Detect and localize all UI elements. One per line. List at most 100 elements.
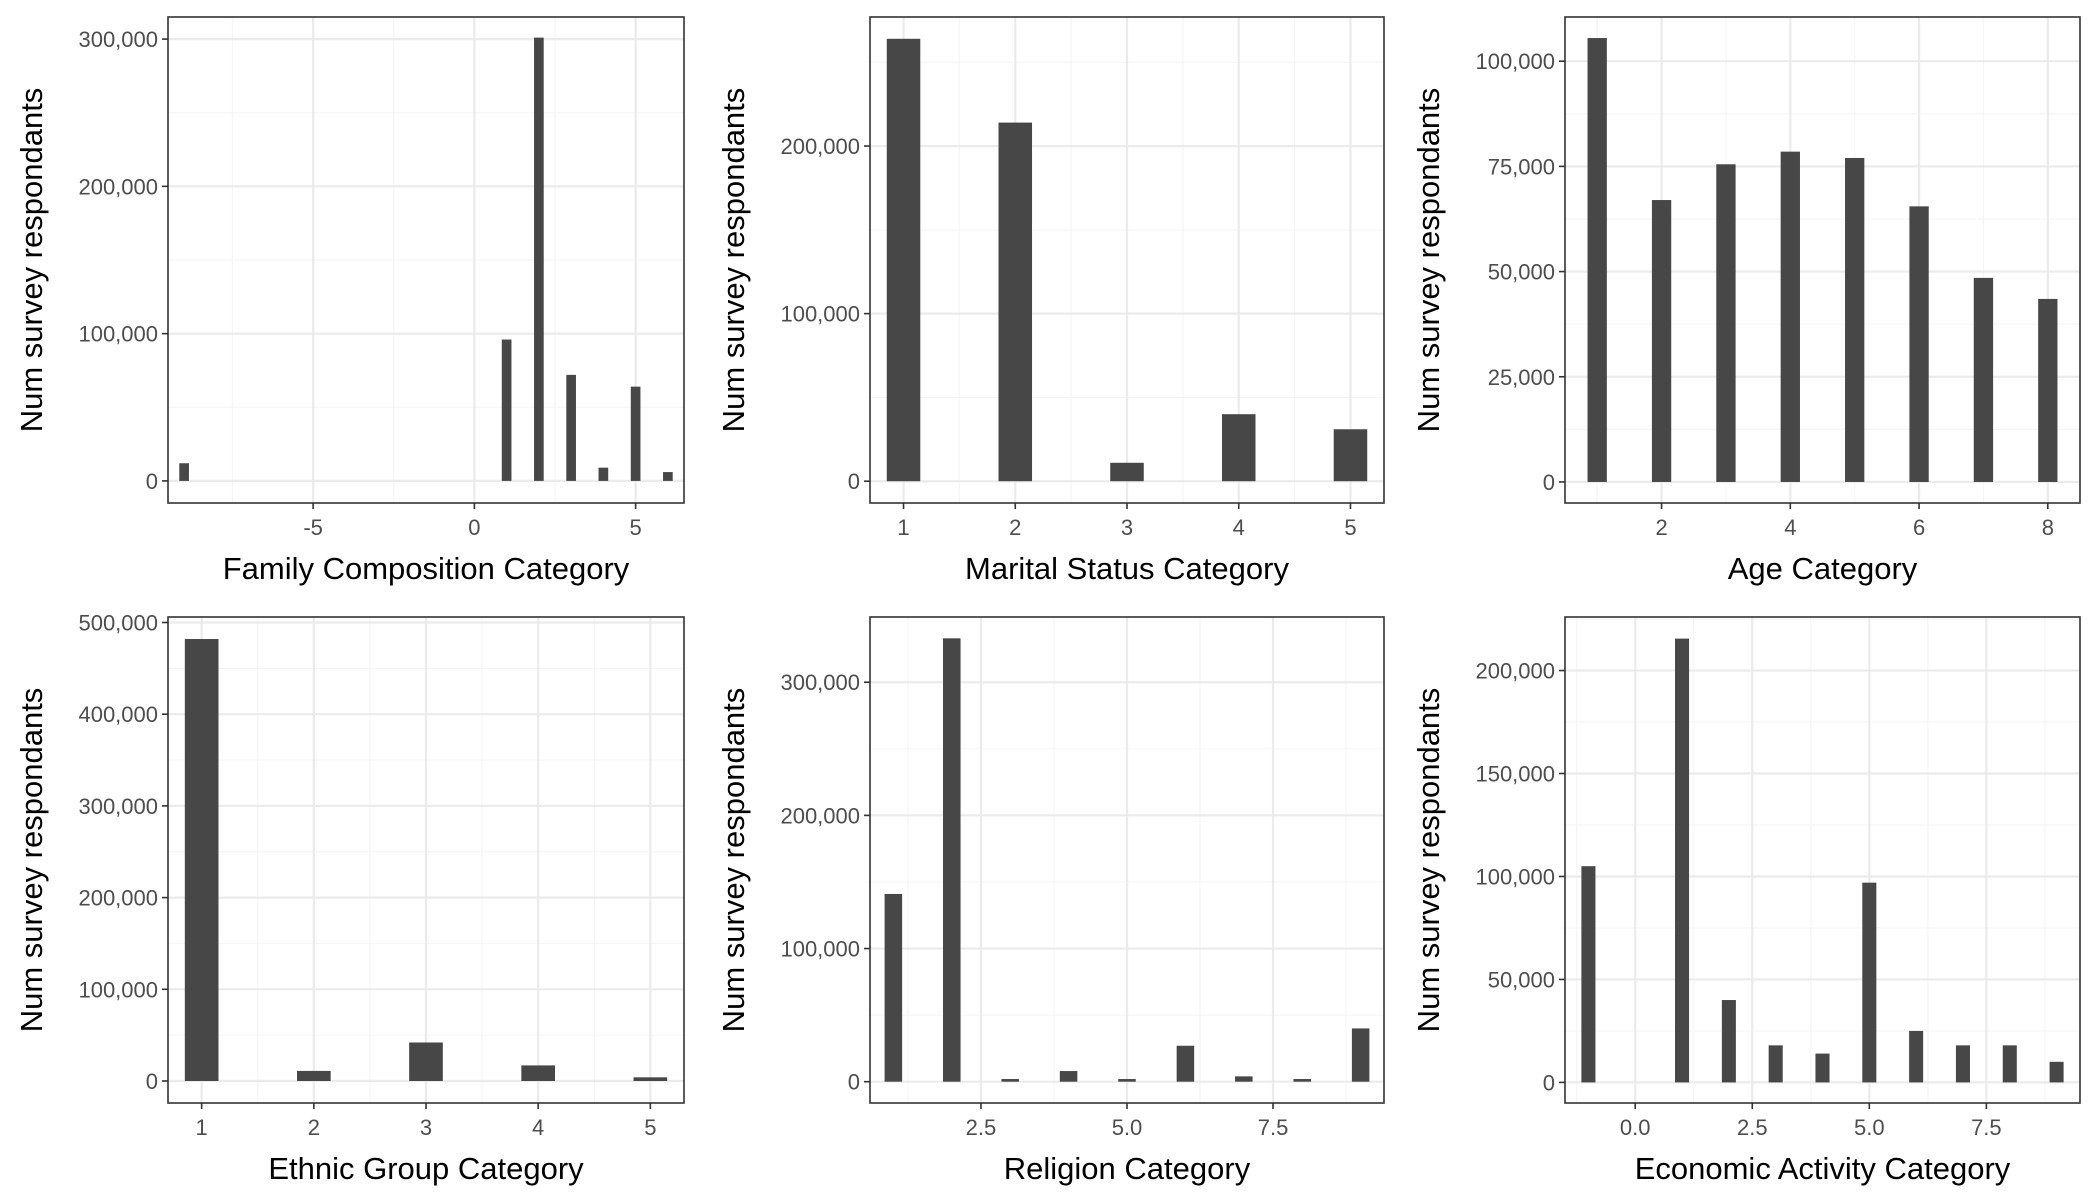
bar	[884, 893, 903, 1082]
bar	[1909, 1030, 1924, 1083]
x-tick-label: -5	[303, 515, 323, 540]
bar	[1110, 462, 1144, 482]
bar	[630, 386, 641, 481]
x-axis-title: Economic Activity Category	[1635, 1151, 2011, 1186]
bar	[1845, 157, 1865, 482]
panel-border	[1564, 16, 2081, 504]
y-tick-label: 200,000	[1475, 659, 1555, 684]
bar	[184, 639, 219, 1081]
y-tick-label: 50,000	[1488, 967, 1555, 992]
bar	[1176, 1045, 1195, 1082]
bar	[2049, 1061, 2064, 1083]
bar	[1768, 1045, 1783, 1083]
y-tick-label: 100,000	[780, 937, 860, 962]
bar	[598, 467, 609, 481]
y-tick-label: 300,000	[78, 794, 158, 819]
bar	[1581, 866, 1596, 1083]
y-tick-label: 200,000	[78, 886, 158, 911]
y-tick-label: 75,000	[1488, 154, 1555, 179]
y-tick-label: 0	[848, 1070, 860, 1095]
y-tick-label: 100,000	[78, 322, 158, 347]
y-tick-label: 0	[1543, 470, 1555, 495]
y-tick-label: 500,000	[78, 611, 158, 636]
bar	[1955, 1045, 1970, 1083]
y-tick-label: 200,000	[780, 134, 860, 159]
x-tick-label: 1	[897, 515, 909, 540]
y-tick-label: 100,000	[1475, 49, 1555, 74]
bar	[1235, 1076, 1253, 1082]
y-tick-label: 0	[848, 469, 860, 494]
x-tick-label: 5	[630, 515, 642, 540]
x-tick-label: 2	[1655, 515, 1667, 540]
y-tick-label: 300,000	[78, 27, 158, 52]
bar	[1780, 151, 1800, 482]
x-tick-label: 5	[644, 1115, 656, 1140]
bar	[2038, 298, 2058, 482]
y-tick-label: 300,000	[780, 670, 860, 695]
bar	[998, 122, 1033, 482]
chart-panel-6: 0 50,000 100,000 150,000 200,000 0.0 2.5 5.0 7.5…	[1411, 616, 2081, 1186]
bar	[2002, 1045, 2017, 1083]
chart-panel-5: 0 100,000 200,000 300,000 2.5 5.0 7.5 Religion …	[716, 616, 1385, 1186]
x-tick-label: 6	[1913, 515, 1925, 540]
x-tick-label: 4	[532, 1115, 544, 1140]
panel-border	[167, 16, 685, 504]
bar	[409, 1042, 443, 1081]
bar	[1351, 1028, 1370, 1082]
chart-panel-2: 0 100,000 200,000 1 2 3 4 5 Marital Status Categ…	[716, 16, 1385, 586]
y-tick-label: 200,000	[78, 174, 158, 199]
y-tick-label: 50,000	[1488, 260, 1555, 285]
bar	[1651, 200, 1672, 482]
bar	[1118, 1079, 1136, 1082]
x-tick-label: 2.5	[1737, 1115, 1768, 1140]
y-tick-label: 0	[146, 469, 158, 494]
y-tick-label: 150,000	[1475, 762, 1555, 787]
bar	[1587, 38, 1607, 482]
x-axis-title: Religion Category	[1004, 1151, 1251, 1186]
chart-panel-4: 0 100,000 200,000 300,000 400,000 500,000 1 2 3 4…	[14, 611, 685, 1186]
y-tick-label: 100,000	[78, 977, 158, 1002]
bar	[943, 638, 961, 1082]
bar	[297, 1070, 331, 1081]
y-axis-title: Num survey respondants	[716, 88, 751, 433]
x-tick-label: 3	[1121, 515, 1133, 540]
bar	[1293, 1079, 1311, 1082]
bar	[179, 463, 189, 481]
bar	[501, 339, 512, 481]
x-tick-label: 4	[1233, 515, 1245, 540]
x-tick-label: 7.5	[1258, 1115, 1289, 1140]
bar	[1716, 164, 1736, 482]
x-tick-label: 7.5	[1971, 1115, 2002, 1140]
bar	[1909, 206, 1929, 482]
bar	[633, 1077, 668, 1081]
x-tick-label: 5	[1344, 515, 1356, 540]
y-axis-title: Num survey respondants	[14, 688, 49, 1033]
bar	[534, 37, 544, 481]
x-axis-title: Marital Status Category	[965, 551, 1289, 586]
x-tick-label: 0	[468, 515, 480, 540]
x-axis-title: Family Composition Category	[223, 551, 630, 586]
x-tick-label: 5.0	[1854, 1115, 1885, 1140]
y-tick-label: 0	[146, 1069, 158, 1094]
bar	[663, 472, 673, 481]
y-axis-title: Num survey respondants	[14, 88, 49, 433]
bar	[521, 1065, 555, 1081]
bar	[1059, 1071, 1078, 1082]
y-tick-label: 25,000	[1488, 365, 1555, 390]
plot-background	[1565, 617, 2080, 1103]
x-tick-label: 0.0	[1620, 1115, 1651, 1140]
bar	[1675, 638, 1690, 1083]
bar	[886, 38, 921, 482]
y-tick-label: 400,000	[78, 702, 158, 727]
y-axis-title: Num survey respondants	[1411, 688, 1446, 1033]
chart-panel-3: 0 25,000 50,000 75,000 100,000 2 4 6 8 Age Catego…	[1411, 16, 2081, 586]
y-axis-title: Num survey respondants	[1411, 88, 1446, 433]
x-axis-title: Age Category	[1728, 551, 1918, 586]
y-axis-title: Num survey respondants	[716, 688, 751, 1033]
bar	[1862, 882, 1877, 1083]
y-tick-label: 100,000	[780, 302, 860, 327]
y-tick-label: 100,000	[1475, 864, 1555, 889]
x-tick-label: 8	[2042, 515, 2054, 540]
